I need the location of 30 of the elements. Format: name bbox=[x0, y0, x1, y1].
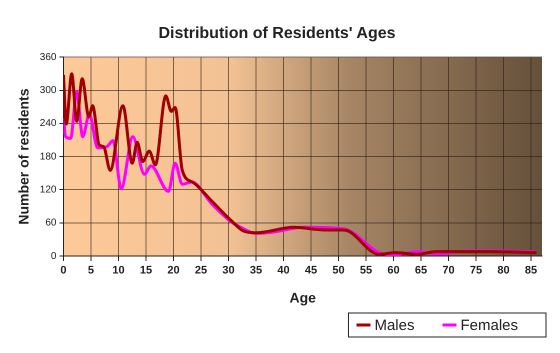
x-tick-label: 85 bbox=[524, 264, 538, 277]
y-tick-label: 180 bbox=[40, 151, 57, 162]
x-tick-label: 80 bbox=[497, 264, 510, 277]
chart-title: Distribution of Residents' Ages bbox=[158, 25, 396, 42]
x-tick-label: 5 bbox=[88, 264, 94, 277]
x-tick-label: 70 bbox=[442, 264, 455, 277]
x-tick-label: 20 bbox=[167, 264, 180, 277]
x-tick-label: 25 bbox=[194, 264, 208, 277]
y-tick-label: 300 bbox=[40, 85, 57, 96]
y-tick-label: 60 bbox=[45, 218, 57, 229]
x-tick-label: 45 bbox=[304, 264, 318, 277]
y-tick-label: 120 bbox=[40, 184, 57, 196]
x-tick-label: 15 bbox=[140, 264, 152, 277]
y-tick-label: 360 bbox=[40, 52, 57, 63]
x-tick-label: 55 bbox=[360, 264, 372, 277]
x-tick-label: 65 bbox=[414, 264, 428, 277]
x-tick-label: 30 bbox=[222, 264, 235, 277]
x-tick-label: 60 bbox=[387, 264, 400, 277]
y-axis-title: Number of residents bbox=[15, 88, 32, 225]
legend-label: Females bbox=[460, 317, 518, 334]
x-tick-label: 35 bbox=[250, 264, 262, 277]
x-tick-label: 40 bbox=[277, 264, 290, 277]
legend-label: Males bbox=[374, 317, 414, 334]
x-tick-label: 75 bbox=[470, 264, 482, 277]
x-tick-label: 50 bbox=[332, 264, 345, 277]
y-tick-label: 240 bbox=[40, 118, 57, 130]
x-tick-label: 0 bbox=[60, 264, 67, 277]
x-axis-title: Age bbox=[290, 289, 316, 306]
y-tick-label: 0 bbox=[50, 250, 57, 262]
x-tick-label: 10 bbox=[112, 264, 125, 277]
